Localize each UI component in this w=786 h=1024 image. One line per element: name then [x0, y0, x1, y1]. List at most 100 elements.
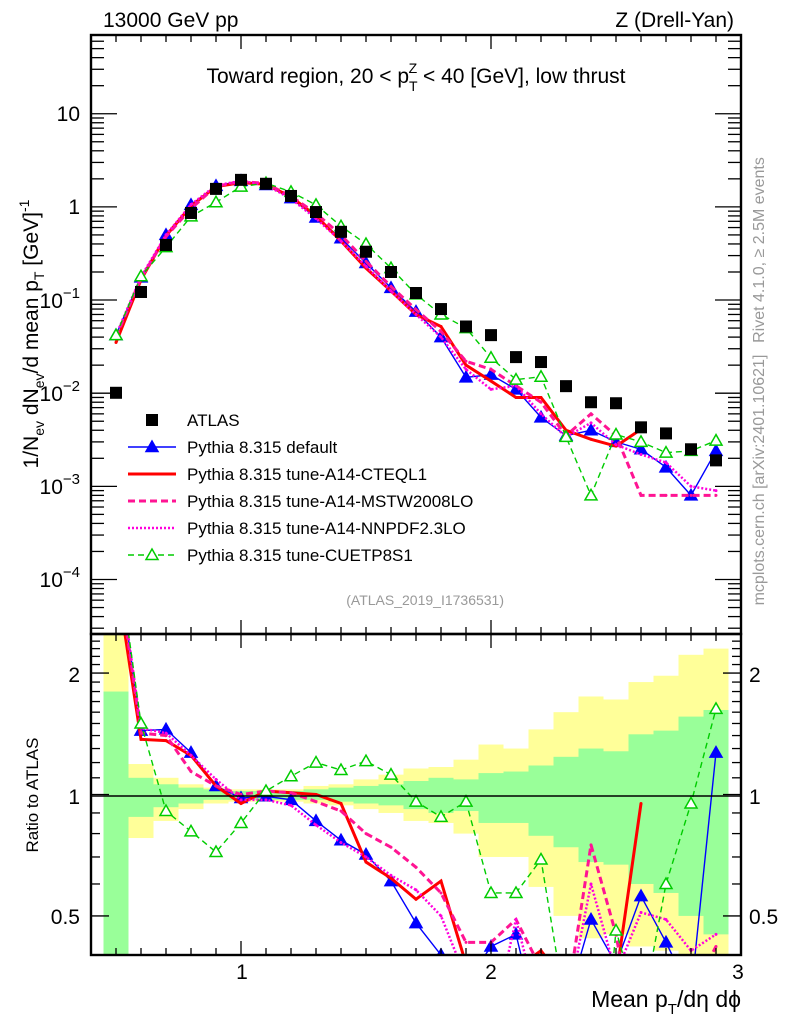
ratio-ytick-2-right: 2 [749, 664, 761, 687]
x-axis-title: Mean pT/dη dϕ [591, 986, 741, 1018]
ytick-base: 10 [40, 476, 63, 499]
data-point-mstw [414, 865, 418, 869]
ratio-y-tick-labels-left: 2 1 0.5 [51, 664, 80, 929]
data-point-mstw [464, 359, 468, 363]
ratio-uncertainty-bands [103, 634, 729, 955]
data-point-nnpdf [364, 264, 368, 268]
ytick-exponent: −2 [63, 378, 80, 395]
data-point-nnpdf [465, 977, 468, 980]
ytick-base: 10 [40, 383, 63, 406]
data-point-cuetp8s1 [358, 753, 374, 767]
data-point-cteql1 [490, 993, 493, 996]
legend-item-mstw: Pythia 8.315 tune-A14-MSTW2008LO [128, 492, 473, 511]
data-point-mstw [689, 493, 693, 497]
data-point-nnpdf [314, 823, 318, 827]
data-point-nnpdf [464, 367, 468, 371]
data-point-nnpdf [339, 841, 343, 845]
data-point-cuetp8s1 [458, 794, 474, 807]
stat-uncertainty-band-bin [103, 691, 129, 955]
data-point-mstw [589, 843, 593, 847]
data-point-cuetp8s1 [533, 851, 549, 865]
data-point-nnpdf [364, 855, 368, 859]
title-superscript: Z [409, 60, 418, 76]
ratio-ytick-0.5: 0.5 [51, 906, 80, 929]
data-point-nnpdf [639, 452, 643, 456]
rivet-version-label: Rivet 4.1.0, ≥ 2.5M events [751, 157, 768, 343]
legend-item-cuetp8s1: Pythia 8.315 tune-CUETP8S1 [128, 546, 413, 565]
data-point-cuetp8s1 [608, 923, 624, 936]
stat-uncertainty-band-bin [378, 784, 404, 806]
data-point-cuetp8s1 [683, 795, 699, 809]
data-point-atlas [335, 225, 347, 238]
data-point-cuetp8s1 [208, 194, 224, 208]
legend-label: Pythia 8.315 tune-A14-CTEQL1 [187, 465, 427, 484]
data-point-nnpdf [414, 888, 418, 892]
data-point-atlas [210, 182, 222, 195]
data-point-default [708, 745, 724, 758]
data-point-nnpdf [289, 803, 293, 807]
data-point-atlas [410, 286, 422, 299]
data-point-cuetp8s1 [333, 762, 349, 776]
data-point-mstw [115, 555, 118, 558]
main-y-axis-title: 1/Nev dNev/d mean pT [GeV]-1 [16, 199, 47, 468]
data-point-cuetp8s1 [560, 1005, 572, 1016]
data-point-cuetp8s1 [108, 327, 124, 341]
main-panel-frame [89, 33, 743, 636]
ytick-label-1e-4: 10−4 [40, 564, 80, 592]
data-point-atlas [560, 380, 572, 393]
data-point-cuetp8s1 [233, 179, 249, 192]
data-point-nnpdf [189, 753, 193, 757]
ratio-panel-frame [89, 632, 743, 957]
data-point-mstw [239, 793, 243, 796]
data-point-nnpdf [389, 873, 393, 877]
title-text-pre: Toward region, 20 < p [206, 65, 409, 88]
data-point-nnpdf [189, 203, 193, 207]
legend-item-nnpdf: Pythia 8.315 tune-A14-NNPDF2.3LO [128, 519, 466, 538]
xlabel-subscript: T [668, 1001, 677, 1018]
data-point-mstw [464, 940, 468, 944]
ytick-label-1e-2: 10−2 [40, 378, 80, 406]
data-point-default [533, 409, 549, 423]
data-point-cuetp8s1 [183, 823, 199, 837]
data-point-nnpdf [439, 914, 443, 918]
stat-uncertainty-band-bin [478, 773, 504, 823]
data-point-cuetp8s1 [608, 427, 624, 440]
ratio-ytick-1: 1 [68, 786, 80, 809]
data-point-atlas [385, 265, 397, 278]
data-point-mstw [589, 412, 593, 416]
legend-label: Pythia 8.315 default [187, 438, 338, 457]
stat-uncertainty-band-bin [528, 765, 554, 836]
data-point-mstw [565, 1004, 568, 1007]
data-point-mstw [439, 891, 443, 895]
data-point-default [483, 367, 499, 380]
data-point-default [708, 443, 724, 457]
data-point-cteql1 [339, 801, 343, 805]
main-series-layer [108, 173, 724, 501]
ylabel-subscript: ev [31, 421, 47, 436]
data-point-cteql1 [414, 897, 418, 901]
x-tick-labels: 1 2 3 [236, 961, 744, 984]
data-point-cuetp8s1 [633, 434, 649, 448]
data-point-cuetp8s1 [208, 844, 224, 858]
data-point-cuetp8s1 [635, 1011, 647, 1022]
data-point-mstw [439, 329, 443, 333]
data-point-default [583, 422, 599, 436]
data-point-atlas [485, 329, 497, 342]
data-point-nnpdf [339, 239, 343, 243]
data-point-cteql1 [515, 967, 518, 970]
data-point-mstw [489, 367, 493, 371]
xtick-label-1: 1 [236, 961, 248, 984]
legend-item-default: Pythia 8.315 default [128, 438, 338, 457]
xlabel-part: Mean p [591, 986, 668, 1012]
data-point-cuetp8s1 [308, 755, 324, 768]
data-point-nnpdf [664, 917, 668, 921]
main-y-tick-labels: 10 1 10−1 10−2 10−3 10−4 [40, 103, 80, 592]
data-point-mstw [714, 493, 718, 497]
data-point-nnpdf [239, 798, 243, 802]
stat-uncertainty-band-bin [328, 787, 354, 802]
data-point-cuetp8s1 [133, 268, 149, 282]
data-point-nnpdf [264, 798, 268, 802]
data-point-default [458, 369, 474, 383]
data-point-nnpdf [514, 384, 518, 388]
